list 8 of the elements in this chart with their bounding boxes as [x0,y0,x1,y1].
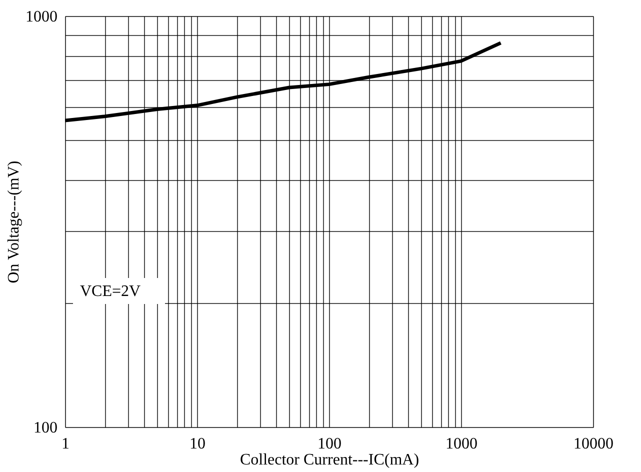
y-axis-title: On Voltage---(mV) [6,160,22,284]
x-tick-label: 10000 [574,436,614,452]
x-tick-label: 10 [190,436,206,452]
annotation: VCE=2V [80,283,142,300]
x-tick-label: 100 [318,436,342,452]
x-axis-title: Collector Current---IC(mA) [240,452,420,468]
x-tick-label: 1 [62,436,70,452]
x-tick-label: 1000 [446,436,478,452]
